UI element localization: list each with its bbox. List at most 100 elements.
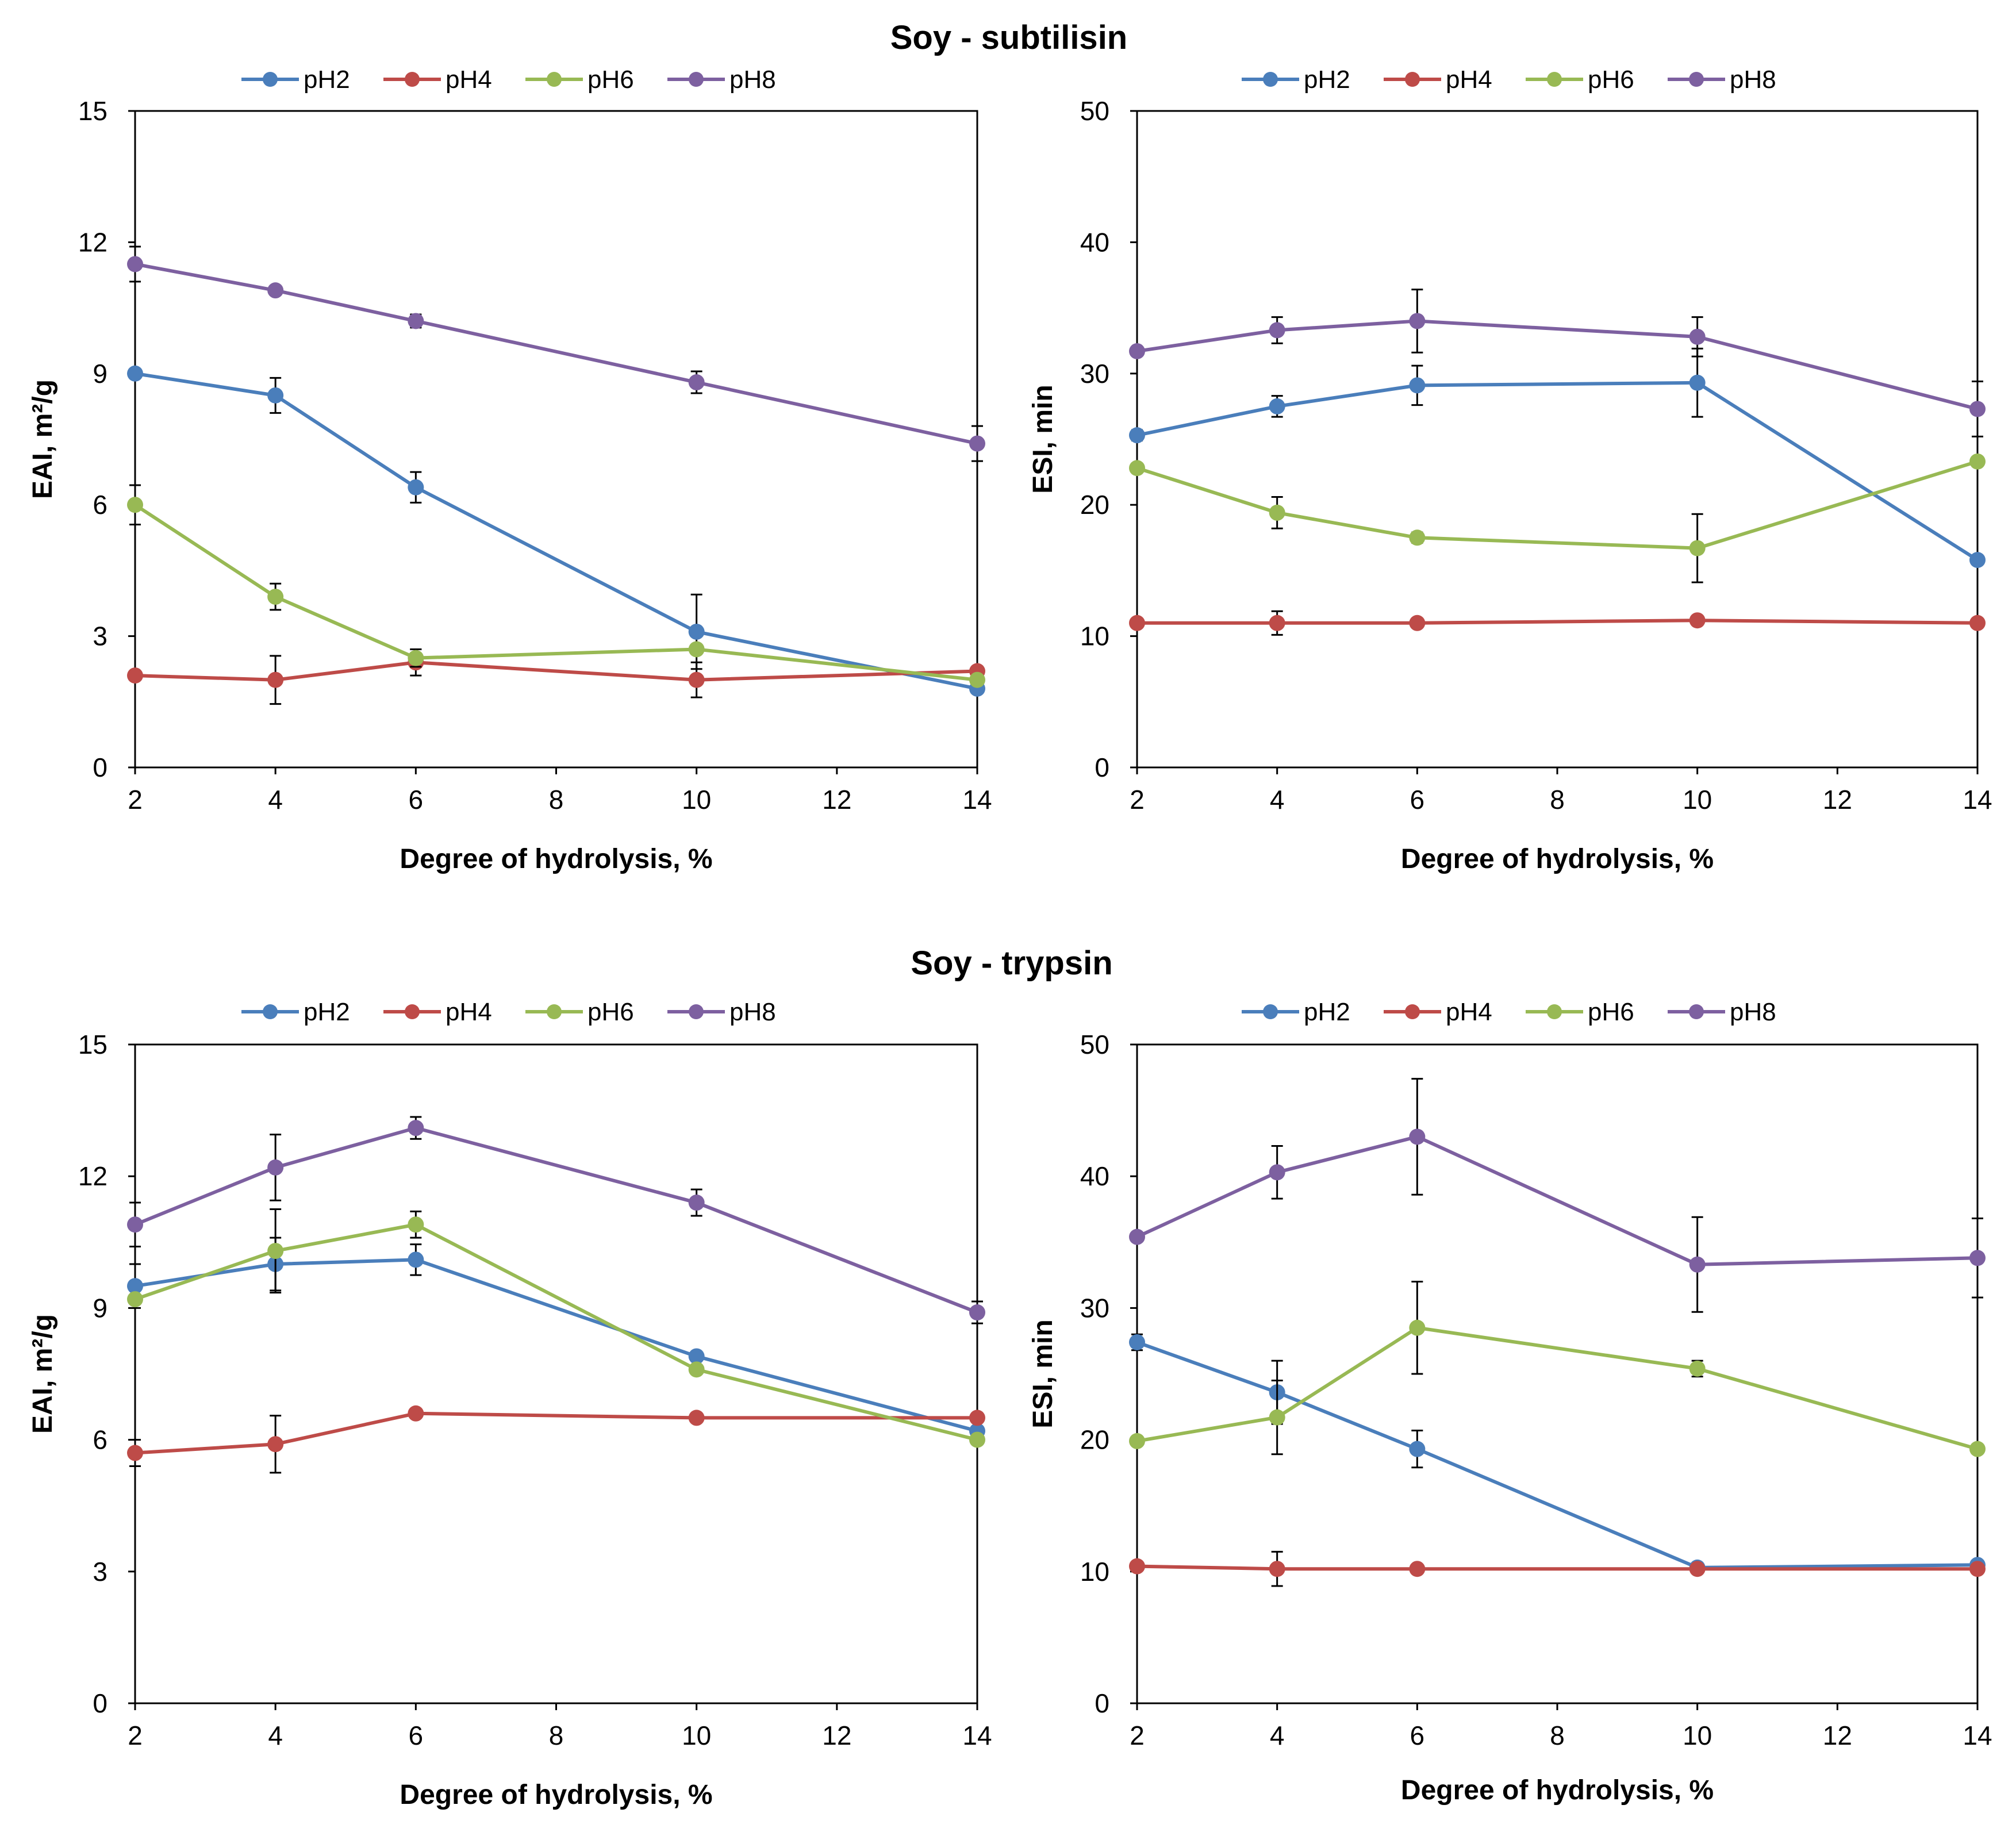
x-tick-label: 6 [409,1721,424,1750]
data-point [688,1361,705,1378]
data-point [408,650,424,666]
series-ph4-trypsin-esi [1129,1550,1986,1587]
x-axis-label: Degree of hydrolysis, % [1401,844,1714,874]
data-point [1689,328,1706,345]
series-ph8-trypsin-esi [1129,1078,1986,1313]
y-tick-label: 9 [93,1293,107,1323]
x-tick-label: 10 [682,1721,711,1750]
x-tick-label: 8 [549,1721,564,1750]
y-tick-label: 6 [93,490,107,520]
x-tick-label: 10 [1683,1721,1712,1750]
data-point [267,387,284,404]
data-point [1129,615,1145,631]
y-tick-label: 15 [78,1030,107,1059]
data-point [1129,343,1145,359]
y-tick-label: 10 [1080,621,1109,651]
legend-marker [547,1004,562,1019]
x-tick-label: 4 [268,785,283,815]
data-point [1689,1360,1706,1377]
legend-label: pH8 [1730,998,1776,1026]
data-point [408,313,424,329]
data-point [1969,615,1986,631]
legend-marker [263,1004,278,1019]
data-point [408,1251,424,1268]
series-ph6-trypsin-esi [1129,1281,1986,1457]
y-axis-label: EAI, m²/g [28,379,58,499]
x-axis-label: Degree of hydrolysis, % [1401,1775,1714,1806]
data-point [1409,1128,1426,1145]
y-tick-label: 3 [93,621,107,651]
x-tick-label: 2 [1130,1721,1145,1750]
data-point [1129,1558,1145,1575]
data-point [1269,1561,1285,1577]
legend-label: pH2 [1304,998,1350,1026]
x-tick-label: 6 [1410,785,1425,815]
series-ph6-trypsin-eai [127,1208,985,1448]
section-title-trypsin: Soy - trypsin [911,944,1112,982]
x-tick-label: 12 [822,1721,851,1750]
legend-marker [1547,72,1562,87]
legend-label: pH8 [729,998,776,1026]
data-point [267,1159,284,1176]
data-point [1269,504,1285,521]
x-tick-label: 4 [268,1721,283,1750]
x-tick-label: 12 [1823,785,1852,815]
data-point [408,1405,424,1422]
legend-label: pH6 [1588,66,1634,94]
y-tick-label: 12 [78,227,107,257]
data-point [1409,313,1426,329]
data-point [1129,1433,1145,1449]
y-tick-label: 0 [93,1688,107,1718]
data-point [1969,1441,1986,1457]
data-point [1409,1561,1426,1577]
legend-marker [405,1004,420,1019]
data-point [1129,460,1145,477]
data-point [1269,1409,1285,1426]
series-ph4-subtilisin-esi [1129,610,1986,636]
data-point [1969,1250,1986,1266]
x-tick-label: 6 [409,785,424,815]
data-point [267,1243,284,1259]
data-point [969,1431,985,1448]
legend-trypsin-esi: pH2 pH4 pH6 pH8 [1242,998,1776,1026]
y-axis-label: ESI, min [1028,1319,1058,1428]
y-tick-label: 0 [1095,752,1109,782]
legend-label: pH6 [587,998,634,1026]
data-point [1689,1256,1706,1273]
legend-label: pH6 [1588,998,1634,1026]
data-point [1409,615,1426,631]
legend-label: pH4 [1446,66,1492,94]
data-point [267,1436,284,1453]
y-tick-label: 40 [1080,1161,1109,1191]
data-point [1689,612,1706,629]
legend-marker [1405,1004,1420,1019]
x-axis-label: Degree of hydrolysis, % [400,1780,712,1810]
data-point [1969,1561,1986,1577]
x-tick-label: 8 [549,785,564,815]
legend-marker [1263,1004,1278,1019]
legend-marker [263,72,278,87]
data-point [1409,529,1426,546]
x-tick-label: 14 [962,1721,992,1750]
legend-label: pH2 [1304,66,1350,94]
data-point [1409,1441,1426,1457]
data-point [688,1410,705,1426]
data-point [969,1304,985,1321]
y-tick-label: 20 [1080,1425,1109,1455]
series-ph6-subtilisin-esi [1129,453,1986,583]
data-point [1689,540,1706,556]
series-ph2-subtilisin-esi [1129,347,1986,569]
data-point [408,1120,424,1136]
data-point [1689,374,1706,391]
legend-trypsin-eai: pH2 pH4 pH6 pH8 [241,998,776,1026]
y-tick-label: 30 [1080,359,1109,389]
legend-label: pH4 [446,66,492,94]
y-tick-label: 20 [1080,490,1109,520]
chart-panel-subtilisin-eai: 0 3 6 9 12 15 2 4 6 8 10 12 14 Degree of hydrolysis, … [28,66,992,874]
series-ph6-subtilisin-eai [127,484,985,688]
data-point [127,497,143,513]
data-point [969,1410,985,1426]
x-tick-label: 10 [1683,785,1712,815]
data-point [1129,1334,1145,1350]
legend-marker [1689,72,1704,87]
